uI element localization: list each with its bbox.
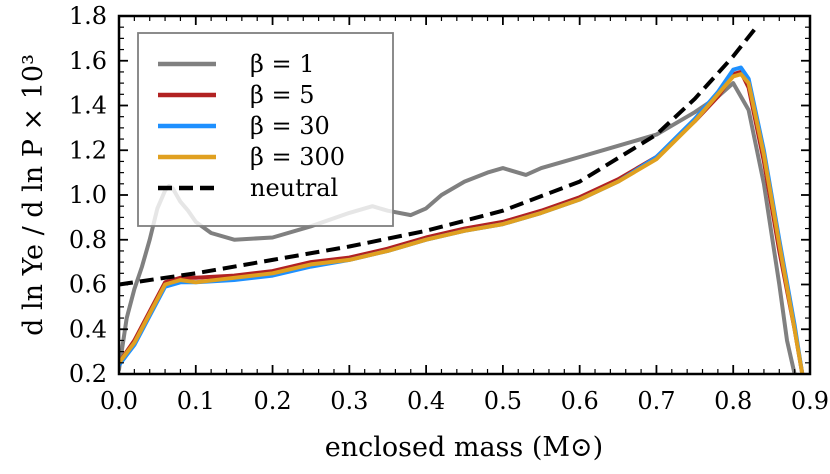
legend: β = 1 β = 5 β = 30 β = 300 neutral <box>137 32 394 227</box>
legend-label: β = 300 <box>250 143 345 171</box>
x-tick-label: 0.5 <box>484 387 522 415</box>
x-tick-label: 0.0 <box>100 387 138 415</box>
legend-label: β = 5 <box>250 81 315 109</box>
y-tick-label: 0.6 <box>69 271 107 299</box>
x-tick-label: 0.4 <box>407 387 445 415</box>
legend-label: β = 1 <box>250 50 315 78</box>
y-tick-label: 1.8 <box>69 2 107 30</box>
x-tick-label: 0.1 <box>177 387 215 415</box>
plot-frame <box>117 14 812 376</box>
y-axis-label: d ln Ye / d ln P × 10³ <box>18 54 49 336</box>
y-tick-label: 1.6 <box>69 47 107 75</box>
legend-label: β = 30 <box>250 112 330 140</box>
y-tick-label: 1.4 <box>69 92 107 120</box>
ticks-layer: 0.0 0.1 0.2 0.3 0.4 0.5 0.6 0.7 0.8 0.9 0.2 0.4 0.6 0… <box>69 2 829 415</box>
x-tick-label: 0.6 <box>561 387 599 415</box>
series-line-neutral <box>119 25 758 287</box>
series-line-300 <box>119 72 805 374</box>
x-axis-label: enclosed mass (M⊙) <box>325 432 603 463</box>
x-tick-label: 0.7 <box>637 387 675 415</box>
legend-label: neutral <box>250 174 338 202</box>
y-tick-label: 0.2 <box>69 360 107 388</box>
y-tick-label: 1.0 <box>69 181 107 209</box>
x-tick-label: 0.2 <box>253 387 291 415</box>
x-tick-label: 0.8 <box>714 387 752 415</box>
x-tick-label: 0.9 <box>791 387 829 415</box>
y-tick-label: 1.2 <box>69 136 107 164</box>
y-tick-label: 0.8 <box>69 226 107 254</box>
y-tick-label: 0.4 <box>69 315 107 343</box>
x-tick-label: 0.3 <box>330 387 368 415</box>
